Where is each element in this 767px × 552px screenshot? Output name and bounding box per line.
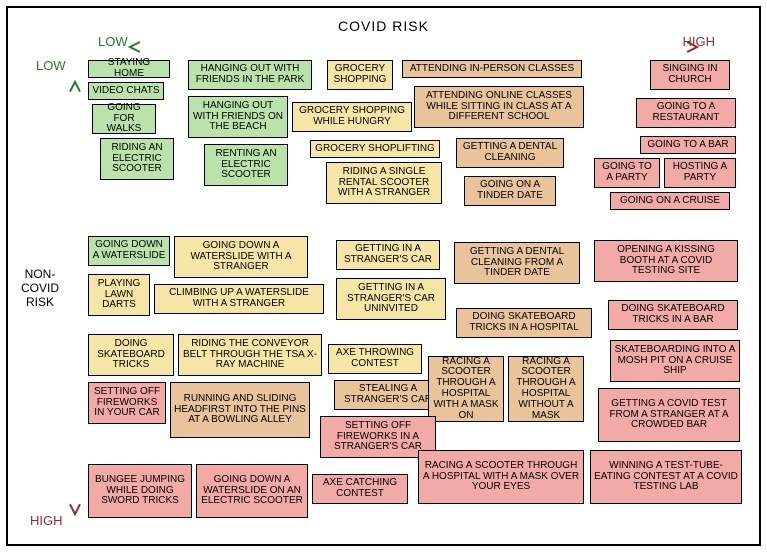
risk-box: Video chats [88, 82, 164, 100]
risk-box: Grocery shopping [327, 60, 393, 90]
risk-box: Stealing a stranger's car [334, 380, 442, 410]
risk-box: Riding a single rental scooter with a st… [326, 162, 442, 204]
risk-box: Doing skateboard tricks in a hospital [456, 308, 592, 338]
risk-box: Getting a dental cleaning [456, 138, 564, 168]
risk-box: Renting an electric scooter [204, 144, 288, 186]
y-axis-high-label: HIGH [30, 513, 63, 528]
x-axis: LOW HIGH [84, 38, 743, 56]
risk-box: Going down a waterslide [88, 236, 170, 266]
risk-box: Climbing up a waterslide with a stranger [154, 284, 324, 314]
risk-box: Singing in church [650, 60, 730, 90]
y-axis-line [68, 58, 82, 534]
risk-box: Hosting a party [664, 158, 736, 188]
risk-box: Racing a scooter through a hospital with… [428, 356, 504, 422]
risk-box: Going down a waterslide on an electric s… [196, 464, 308, 518]
y-axis-low-label: LOW [36, 58, 66, 73]
risk-box: Riding the conveyor belt through the TSA… [178, 334, 322, 376]
risk-box: Going for walks [92, 104, 156, 134]
risk-box: Doing skateboard tricks [88, 334, 174, 376]
risk-box: Staying home [88, 60, 170, 78]
risk-box: Going to a party [594, 158, 660, 188]
risk-box: Playing lawn darts [88, 274, 150, 316]
risk-box: Doing skateboard tricks in a bar [608, 300, 738, 330]
risk-box: Attending in-person classes [402, 60, 582, 78]
risk-box: Skateboarding into a mosh pit on a cruis… [610, 340, 740, 382]
risk-box: Getting a COVID test from a stranger at … [598, 388, 740, 442]
risk-box: Hanging out with friends in the park [188, 60, 312, 90]
risk-box: Grocery shopping while hungry [292, 102, 412, 132]
chart-frame: COVID RISK LOW HIGH LOW HIGH NON-COVID R… [6, 6, 761, 546]
y-axis [68, 58, 86, 534]
risk-box: Getting a dental cleaning from a Tinder … [454, 242, 580, 284]
risk-box: Axe throwing contest [328, 344, 422, 374]
risk-box: Attending online classes while sitting i… [414, 86, 584, 128]
risk-grid: Staying home Video chats Going for walks Ri… [88, 56, 747, 532]
risk-box: Going on a cruise [610, 192, 730, 210]
risk-box: Hanging out with friends on the beach [188, 96, 288, 138]
risk-box: Setting off fireworks in your car [88, 382, 166, 424]
risk-box: Going to a bar [640, 136, 736, 154]
risk-box: Opening a kissing booth at a COVID testi… [594, 240, 738, 282]
risk-box: Racing a scooter through a hospital with… [508, 356, 584, 422]
risk-box: Grocery shoplifting [310, 140, 440, 158]
risk-box: Going down a waterslide with a stranger [174, 236, 308, 278]
chart-title: COVID RISK [8, 18, 759, 34]
x-axis-line [84, 40, 743, 54]
risk-box: Getting in a stranger's car uninvited [336, 278, 446, 320]
risk-box: Racing a scooter through a hospital with… [418, 450, 584, 504]
y-axis-title: NON-COVID RISK [14, 268, 66, 309]
risk-box: Winning a test-tube-eating contest at a … [590, 450, 742, 504]
risk-box: Running and sliding headfirst into the p… [170, 382, 310, 438]
risk-box: Riding an electric scooter [100, 138, 174, 180]
risk-box: Getting in a stranger's car [336, 240, 440, 270]
risk-box: Axe catching contest [312, 474, 408, 504]
risk-box: Going on a Tinder date [464, 176, 556, 206]
risk-box: Bungee jumping while doing sword tricks [88, 464, 192, 518]
risk-box: Going to a restaurant [636, 98, 736, 128]
